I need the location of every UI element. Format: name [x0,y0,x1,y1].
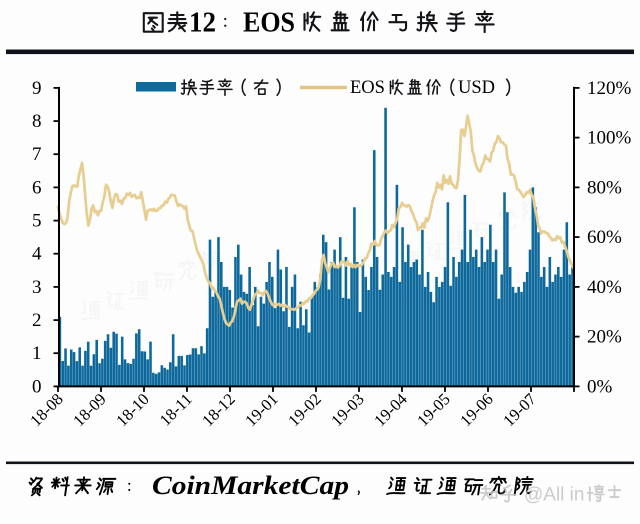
svg-text:120%: 120% [587,78,632,99]
svg-text:3: 3 [32,277,42,298]
svg-text:5: 5 [32,211,42,232]
svg-text:7: 7 [32,144,42,165]
svg-text:12: 12 [189,7,216,39]
svg-text:@All in: @All in [524,485,584,506]
svg-text:0%: 0% [587,376,613,397]
svg-text:2: 2 [32,310,42,331]
svg-text:EOS: EOS [243,7,295,39]
svg-text:9: 9 [32,78,42,99]
svg-text:1: 1 [32,343,42,364]
svg-text:CoinMarketCap: CoinMarketCap [152,471,349,500]
svg-text:EOS: EOS [350,78,385,98]
svg-text:40%: 40% [587,277,622,298]
svg-text:USD: USD [458,78,495,98]
svg-text:0: 0 [32,376,42,397]
svg-text:20%: 20% [587,327,622,348]
svg-text:4: 4 [32,244,42,265]
svg-text:8: 8 [32,111,42,132]
svg-text:100%: 100% [587,128,632,149]
svg-text:6: 6 [32,177,42,198]
svg-text:60%: 60% [587,227,622,248]
svg-text:80%: 80% [587,177,622,198]
